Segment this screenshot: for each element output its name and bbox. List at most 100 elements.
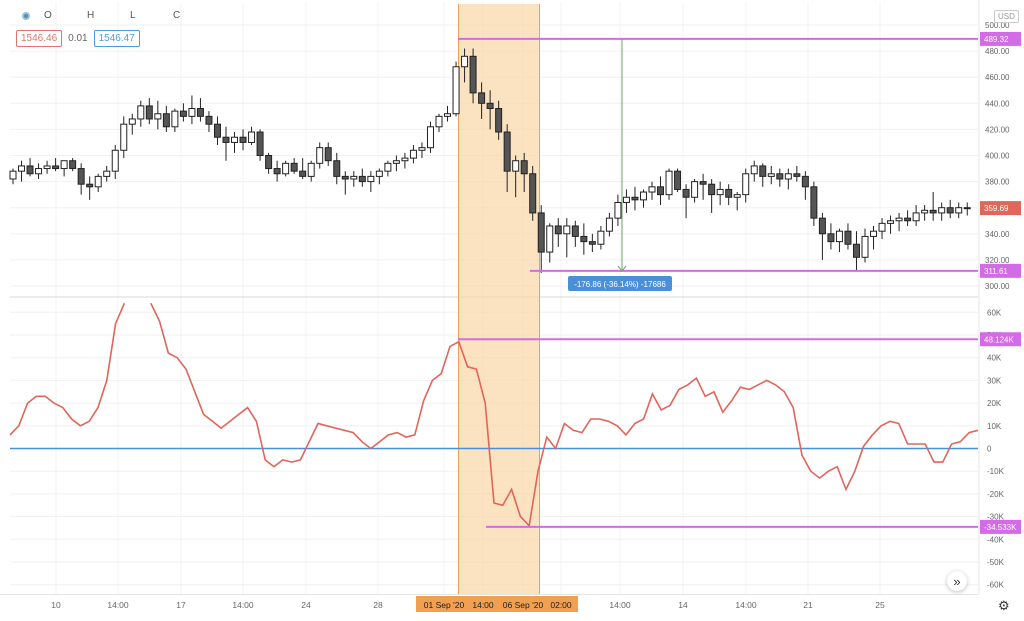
time-tick-label: 14:00 (609, 600, 631, 610)
osc-tick-label: 10K (987, 422, 1002, 431)
candle-body (256, 131, 264, 156)
candle-body (409, 149, 417, 159)
price-tick-label: 400.00 (985, 152, 1010, 161)
osc-high-tag-bg (980, 332, 1021, 347)
candle-body (120, 123, 128, 151)
candle-body (188, 108, 196, 117)
double-chevron-right-icon[interactable]: » (947, 571, 967, 591)
osc-tick-label: -30K (987, 513, 1005, 522)
time-tick-label: 14 (678, 600, 688, 610)
candle-body (358, 175, 366, 183)
measure-label-bg (568, 276, 672, 291)
candle-body (725, 188, 733, 198)
candle-body (835, 230, 843, 243)
candle-body (537, 212, 545, 253)
candle-body (861, 235, 869, 258)
candle-body (171, 110, 179, 128)
low-label: L (130, 10, 136, 21)
price-low-tag-bg (980, 263, 1021, 278)
time-tick-label: 14:00 (735, 600, 757, 610)
gear-icon[interactable]: ⚙ (998, 598, 1010, 613)
candle-body (324, 147, 332, 162)
candle-body (290, 162, 298, 172)
osc-tick-label: -10K (987, 467, 1005, 476)
candle-body (52, 165, 60, 170)
candle-body (350, 175, 358, 180)
candle-body (239, 136, 247, 143)
time-tick-label: 21 (803, 600, 813, 610)
time-tick-label: 28 (373, 600, 383, 610)
circle-dot-icon[interactable] (22, 11, 30, 20)
candle-body (196, 108, 204, 117)
candle-body (529, 173, 537, 214)
candle-body (622, 196, 630, 203)
candle-body (639, 191, 647, 201)
candle-body (614, 201, 622, 219)
price-tick-label: 340.00 (985, 230, 1010, 239)
range-date-tag-bg (495, 596, 551, 612)
time-tick-label: 14:00 (232, 600, 254, 610)
candle-body (767, 173, 775, 177)
candle-body (69, 160, 77, 170)
candle-body (674, 170, 682, 190)
candle-body (682, 188, 690, 198)
candle-body (503, 131, 511, 172)
candle-body (742, 173, 750, 196)
range-time-tag: 02:00 (550, 600, 572, 610)
candle-body (895, 217, 903, 222)
osc-tick-label: -60K (987, 581, 1005, 590)
candle-body (248, 131, 256, 143)
ohlc-legend: O H L C (22, 10, 216, 21)
currency-label[interactable]: USD (994, 10, 1019, 23)
candle-body (818, 217, 826, 235)
candle-body (776, 173, 784, 180)
candle-body (912, 212, 920, 222)
price-high-tag-bg (980, 31, 1021, 46)
measure-label: -176.86 (-36.14%) -17686 (574, 280, 666, 289)
osc-low-tag: -34.533K (984, 523, 1017, 532)
candle-body (77, 168, 85, 185)
candle-body (546, 225, 554, 253)
candle-body (716, 188, 724, 196)
candle-body (563, 225, 571, 235)
osc-tick-label: -40K (987, 535, 1005, 544)
candle-body (375, 170, 383, 177)
candle-body (904, 217, 912, 222)
high-label: H (87, 10, 95, 21)
last-price-tag-bg (980, 201, 1021, 216)
candle-body (844, 230, 852, 245)
candle-body (580, 235, 588, 243)
candle-body (597, 230, 605, 245)
osc-low-tag-bg (980, 519, 1021, 534)
candle-body (384, 162, 392, 172)
candle-body (35, 168, 43, 175)
candle-body (887, 220, 895, 224)
candle-body (631, 196, 639, 201)
time-tick-label: 14:00 (107, 600, 129, 610)
spread-value: 0.01 (68, 33, 88, 44)
price-box-blue[interactable]: 1546.47 (93, 30, 140, 47)
candle-body (43, 165, 51, 170)
candle-body (435, 115, 443, 128)
candle-body (878, 222, 886, 232)
last-price-tag: 359.69 (984, 204, 1009, 213)
range-time-tag-bg (544, 596, 578, 612)
candle-body (750, 165, 758, 175)
candle-body (341, 175, 349, 180)
candle-body (333, 160, 341, 177)
candle-body (444, 113, 452, 117)
osc-tick-label: 40K (987, 354, 1002, 363)
candle-body (426, 126, 434, 149)
price-box-red[interactable]: 1546.46 (16, 30, 63, 47)
candle-body (9, 170, 17, 180)
candle-body (827, 233, 835, 243)
candle-body (938, 207, 946, 214)
candle-body (946, 207, 954, 214)
candle-body (648, 186, 656, 193)
price-tick-label: 440.00 (985, 99, 1010, 108)
candle-body (870, 230, 878, 237)
candle-body (486, 102, 494, 110)
price-tick-label: 420.00 (985, 125, 1010, 134)
candle-body (495, 108, 503, 133)
